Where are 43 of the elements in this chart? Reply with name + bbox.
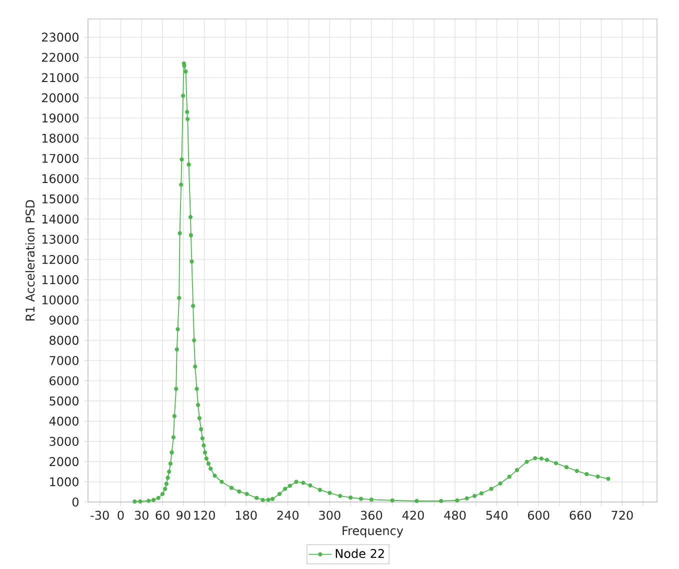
y-tick-label: 15000 bbox=[42, 194, 78, 204]
y-axis-title: R1 Acceleration PSD bbox=[25, 200, 35, 320]
y-tick-label: 3000 bbox=[50, 436, 78, 446]
x-tick-label: 720 bbox=[612, 510, 633, 520]
y-tick-label: 20000 bbox=[42, 93, 78, 102]
x-tick-label: 480 bbox=[444, 510, 466, 520]
x-tick-label: 660 bbox=[570, 510, 592, 520]
y-tick-label: 19000 bbox=[42, 113, 78, 123]
y-tick-label: 18000 bbox=[42, 134, 78, 143]
x-tick-label: 120 bbox=[194, 510, 215, 520]
x-tick-label: 420 bbox=[402, 510, 424, 520]
y-tick-label: 9000 bbox=[50, 316, 78, 325]
x-tick-label: 360 bbox=[360, 510, 382, 520]
y-tick-label: 13000 bbox=[42, 234, 78, 244]
y-tick-label: 22000 bbox=[42, 52, 78, 62]
x-axis-title: Frequency bbox=[342, 526, 404, 538]
x-tick-label: 240 bbox=[277, 510, 299, 520]
y-tick-label: 23000 bbox=[42, 32, 78, 42]
y-tick-label: 5000 bbox=[50, 396, 78, 406]
y-tick-label: 8000 bbox=[50, 336, 78, 345]
y-tick-label: 0 bbox=[72, 497, 78, 507]
x-tick-label: 600 bbox=[528, 510, 550, 520]
y-tick-label: 7000 bbox=[50, 356, 78, 366]
legend-label: Node 22 bbox=[336, 548, 384, 558]
y-tick-label: 10000 bbox=[42, 295, 78, 304]
y-tick-label: 21000 bbox=[42, 73, 78, 82]
x-tick-label: 540 bbox=[486, 510, 508, 520]
y-tick-label: 1000 bbox=[50, 477, 78, 486]
y-tick-label: 16000 bbox=[42, 174, 78, 184]
y-tick-label: 6000 bbox=[50, 376, 78, 386]
y-tick-label: 14000 bbox=[42, 214, 78, 224]
x-tick-label: 90 bbox=[176, 510, 190, 520]
y-tick-label: 17000 bbox=[42, 154, 78, 163]
x-tick-label: -30 bbox=[90, 510, 109, 520]
y-tick-label: 11000 bbox=[42, 275, 78, 284]
y-tick-label: 2000 bbox=[50, 457, 78, 466]
x-tick-label: 60 bbox=[156, 510, 170, 520]
y-tick-label: 12000 bbox=[42, 254, 78, 264]
y-tick-label: 4000 bbox=[49, 416, 78, 426]
x-tick-label: 180 bbox=[236, 510, 257, 520]
x-tick-label: 0 bbox=[118, 510, 124, 520]
x-tick-label: 30 bbox=[134, 510, 148, 520]
x-tick-label: 300 bbox=[319, 510, 340, 520]
